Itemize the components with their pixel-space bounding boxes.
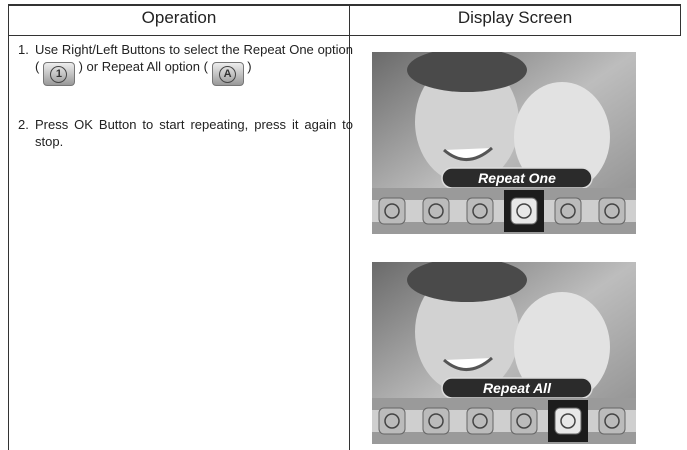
photo-smile	[443, 356, 493, 371]
toolbar-icon-mark	[428, 203, 444, 219]
photo-face	[415, 60, 519, 184]
photo-hair	[407, 48, 527, 92]
column-rule	[349, 4, 350, 450]
step-text: )	[247, 59, 252, 74]
toolbar-icon	[378, 407, 406, 435]
toolbar-icon	[554, 197, 582, 225]
toolbar-icon-mark	[384, 203, 400, 219]
toolbar-icon	[378, 197, 406, 225]
step: 1. Use Right/Left Buttons to select the …	[18, 41, 353, 86]
step-text: Press OK Button to start repeating, pres…	[35, 117, 353, 149]
icon-glyph: 1	[50, 66, 68, 83]
step: 2. Press OK Button to start repeating, p…	[18, 116, 353, 150]
step-number: 1.	[18, 42, 29, 57]
toolbar-rail	[372, 410, 636, 432]
toolbar-icon	[510, 407, 538, 435]
photo-face	[514, 292, 610, 402]
toolbar-icon-mark	[560, 413, 576, 429]
toolbar-icon	[466, 407, 494, 435]
screen: Repeat All	[372, 258, 636, 449]
toolbar-icon-mark	[428, 413, 444, 429]
repeat-one-icon: 1	[42, 62, 75, 86]
screen-label: Repeat One	[478, 170, 556, 186]
photo-face	[415, 270, 519, 394]
toolbar-icon	[466, 197, 494, 225]
table-border	[8, 4, 9, 450]
screen-image: Repeat All	[372, 258, 636, 444]
toolbar-icon-mark	[472, 413, 488, 429]
screen-label: Repeat All	[483, 380, 552, 396]
toolbar-icon-mark	[384, 413, 400, 429]
column-header: Display Screen	[457, 8, 573, 27]
step-text: ) or Repeat All option (	[78, 59, 208, 74]
toolbar-icon	[598, 407, 626, 435]
table-border	[680, 4, 681, 36]
toolbar-icon	[422, 197, 450, 225]
toolbar-icon	[422, 407, 450, 435]
screen-image: Repeat One	[372, 48, 636, 234]
toolbar-icon-mark	[516, 203, 532, 219]
toolbar-icon-mark	[516, 413, 532, 429]
screen: Repeat One	[372, 48, 636, 239]
toolbar-icon	[598, 197, 626, 225]
toolbar-icon-mark	[472, 203, 488, 219]
toolbar-icon	[510, 197, 538, 225]
step-number: 2.	[18, 117, 29, 132]
step-text: Use Right/Left Buttons to select the Rep…	[35, 42, 353, 74]
toolbar-icon-mark	[604, 203, 620, 219]
icon-glyph: A	[219, 66, 237, 83]
toolbar-icon-mark	[560, 203, 576, 219]
photo-smile	[443, 146, 493, 161]
repeat-all-icon: A	[211, 62, 244, 86]
photo-hair	[407, 258, 527, 302]
toolbar-icon-mark	[604, 413, 620, 429]
column-header: Operation	[141, 8, 217, 27]
toolbar-icon	[554, 407, 582, 435]
photo-face	[514, 82, 610, 192]
header-rule	[8, 35, 680, 36]
table-border	[8, 4, 680, 6]
